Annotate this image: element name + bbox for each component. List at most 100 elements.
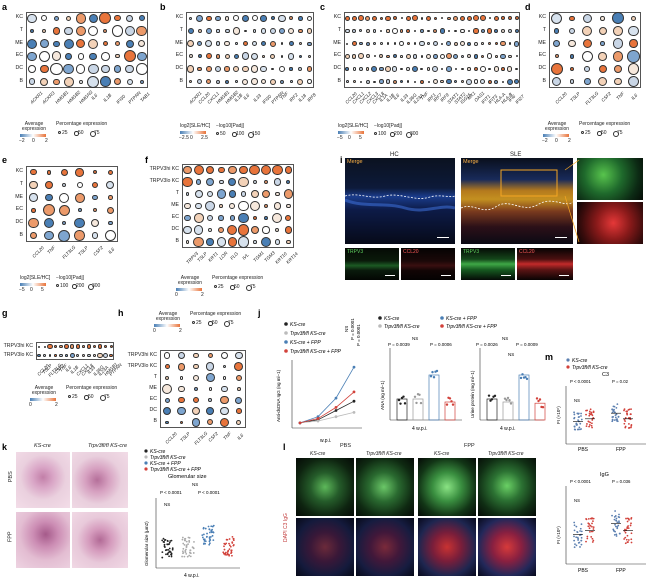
- data-point: [616, 419, 619, 422]
- expression-dot: [569, 79, 575, 85]
- expression-dot: [103, 28, 108, 34]
- data-point: [588, 424, 591, 426]
- expression-dot: [43, 345, 46, 348]
- expression-dot: [260, 15, 267, 22]
- data-point: [231, 541, 234, 544]
- expression-dot: [207, 419, 214, 426]
- data-point: [223, 548, 226, 551]
- row-label: DC: [538, 65, 547, 71]
- expression-dot: [76, 39, 86, 49]
- expression-dot: [365, 79, 370, 84]
- expression-dot: [406, 67, 411, 71]
- chart-title: Glomerular size: [168, 474, 207, 480]
- scale-tick: 0: [348, 135, 351, 141]
- expression-dot: [460, 54, 465, 58]
- data-point: [228, 542, 230, 545]
- size-legend-dot: [208, 321, 213, 326]
- data-point: [163, 540, 165, 543]
- color-scale-bar: [176, 288, 202, 291]
- expression-dot: [372, 41, 377, 46]
- data-point: [493, 394, 497, 398]
- expression-dot: [406, 41, 410, 46]
- scale-tick: 0: [153, 328, 156, 334]
- expression-dot: [399, 79, 404, 84]
- stat-label: P = 0.02: [612, 379, 629, 384]
- expression-dot: [508, 54, 512, 59]
- data-point: [222, 551, 225, 554]
- expression-dot: [260, 164, 272, 176]
- expression-dot: [627, 50, 640, 63]
- fluorescence-image: [418, 518, 476, 576]
- expression-dot: [379, 54, 384, 59]
- data-point: [448, 397, 452, 400]
- expression-dot: [102, 352, 109, 359]
- expression-dot: [297, 28, 303, 34]
- gene-label: TSLP: [178, 430, 191, 443]
- data-point: [161, 551, 164, 554]
- expression-dot: [507, 66, 513, 72]
- expression-dot: [553, 40, 561, 48]
- expression-dot: [240, 191, 247, 197]
- data-point: [614, 523, 616, 526]
- expression-dot: [27, 51, 37, 62]
- expression-dot: [195, 202, 203, 210]
- y-axis-label: Anti-dsDNA IgG (ng ml−1): [276, 369, 281, 422]
- expression-dot: [473, 41, 479, 46]
- data-point: [615, 517, 618, 520]
- expression-dot: [479, 66, 486, 72]
- expression-dot: [261, 41, 267, 47]
- expression-dot: [413, 29, 417, 33]
- legend-item: Trpv3fl/fl KS-cre + FPP: [150, 467, 202, 473]
- expression-dot: [252, 179, 258, 185]
- plot-frame: [26, 12, 148, 88]
- expression-dot: [91, 181, 99, 189]
- expression-dot: [184, 214, 191, 222]
- expression-dot: [196, 14, 204, 22]
- expression-dot: [64, 344, 69, 349]
- data-point: [579, 530, 581, 532]
- expression-dot: [284, 226, 293, 234]
- expression-dot: [371, 15, 378, 22]
- expression-dot: [239, 165, 248, 175]
- data-point: [579, 534, 581, 537]
- expression-dot: [28, 217, 39, 229]
- data-point: [592, 528, 595, 530]
- expression-dot: [446, 66, 452, 72]
- expression-dot: [58, 229, 71, 242]
- expression-dot: [178, 385, 185, 393]
- data-point: [580, 543, 583, 546]
- size-legend-dot: [230, 285, 235, 290]
- stat-label: P = 0.036: [612, 479, 631, 484]
- data-point: [509, 402, 513, 405]
- data-point: [231, 554, 233, 557]
- legend-item: Trpv3fl/fl KS-cre: [384, 324, 420, 330]
- legend-j: KS-cre Trpv3fl/fl KS-cre KS-cre + FPP Tr…: [284, 316, 498, 355]
- expression-dot: [216, 79, 220, 84]
- expression-dot: [493, 15, 499, 21]
- expression-dot: [225, 79, 230, 84]
- expression-dot: [345, 80, 349, 84]
- expression-dot: [229, 215, 235, 221]
- expression-dot: [270, 53, 276, 59]
- expression-dot: [235, 374, 242, 381]
- scale-tick: 25: [218, 284, 224, 290]
- expression-dot: [274, 191, 280, 197]
- expression-dot: [359, 41, 363, 46]
- expression-dot: [29, 28, 35, 34]
- scale-tick: −2: [19, 138, 25, 144]
- data-point: [614, 530, 616, 533]
- expression-dot: [191, 418, 201, 427]
- expression-dot: [452, 53, 459, 60]
- expression-dot: [234, 42, 238, 46]
- expression-dot: [284, 166, 292, 174]
- expression-dot: [97, 352, 103, 359]
- expression-dot: [612, 12, 624, 25]
- expression-dot: [441, 17, 444, 20]
- expression-dot: [77, 208, 82, 213]
- data-point: [573, 524, 576, 527]
- sle-zoom-ccl20: [577, 202, 643, 244]
- expression-dot: [228, 190, 237, 198]
- expression-dot: [102, 40, 108, 47]
- expression-dot: [54, 345, 57, 348]
- expression-dot: [385, 66, 391, 72]
